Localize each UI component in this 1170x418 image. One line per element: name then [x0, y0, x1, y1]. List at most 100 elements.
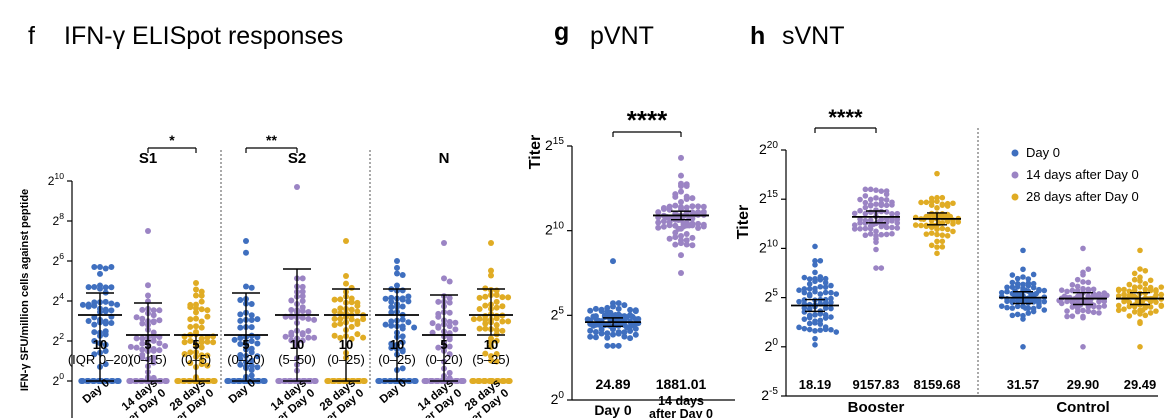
f-s1-d14-point [150, 319, 157, 326]
g-day0-point [604, 342, 611, 349]
f-s1-day0-point [91, 264, 98, 270]
h-booster-d14-point [889, 202, 895, 208]
f-y-tick-label: 28 [53, 211, 65, 228]
h-control-day0-point [1028, 297, 1034, 303]
f-s2-day0-point [248, 284, 255, 291]
h-booster-day0-point [817, 283, 824, 290]
f-n-day0-point [388, 340, 395, 347]
f-stat-iqr: (0–5) [181, 352, 211, 367]
f-s1-day0-point [85, 284, 92, 291]
g-day0-point [615, 305, 622, 312]
f-n-d28-point [476, 305, 483, 312]
f-n-day0-point [382, 295, 389, 302]
f-s2-sig-label: ** [266, 132, 277, 148]
panel-h-letter: h [750, 22, 765, 50]
h-control-d14-point [1090, 286, 1097, 293]
f-n-d14-point [446, 309, 453, 316]
h-y-tick-label: 25 [765, 288, 779, 305]
g-day0-point [604, 304, 611, 311]
f-s2-d14-point [288, 329, 295, 336]
h-gmt-label: 8159.68 [914, 377, 961, 392]
g-gmt-label: 1881.01 [656, 376, 707, 392]
f-s1-d14-point [139, 306, 146, 313]
h-control-d14-point [1064, 308, 1070, 314]
f-n-d28-point [488, 339, 494, 346]
g-day0-point [621, 329, 628, 336]
f-s1-d28-point [187, 338, 194, 345]
f-n-d28-point [499, 303, 506, 310]
h-control-d14-point [1085, 308, 1092, 315]
h-control-day0-point [1004, 284, 1010, 291]
f-s2-d14-point [311, 334, 318, 341]
g-d14-point [678, 154, 684, 161]
h-control-d14-point [1080, 245, 1086, 252]
panel-g-letter: g [554, 18, 569, 46]
h-y-tick-label: 210 [759, 238, 778, 255]
f-stat-iqr: (5–25) [472, 352, 510, 367]
h-y-tick-exponent: 10 [767, 238, 779, 249]
h-booster-day0-point [806, 292, 813, 299]
g-day0-point [601, 322, 608, 329]
f-stat-iqr: (0–20) [227, 352, 265, 367]
h-booster-d28-point [944, 226, 951, 233]
f-s2-day0-point [237, 311, 244, 318]
h-booster-day0-point [828, 289, 834, 296]
f-s1-d14-point [163, 378, 170, 384]
h-booster-day0-point [806, 281, 813, 287]
f-stat-median: 5 [192, 337, 199, 352]
f-s2-d28-point [348, 306, 355, 313]
f-n-d14-point [452, 319, 459, 326]
g-day0-point [627, 306, 634, 313]
f-n-d28-point [499, 318, 506, 325]
g-day0-point [615, 342, 622, 349]
h-booster-d14-point [889, 230, 895, 237]
g-d14-point [689, 242, 696, 249]
h-booster-day0-point [806, 314, 813, 321]
f-s1-d28-point [210, 339, 217, 346]
h-control-d14-point [1074, 283, 1081, 290]
h-booster-d14-point [857, 225, 863, 232]
g-d14-point [666, 203, 673, 210]
f-s2-d28-point [348, 335, 355, 342]
f-n-d14-point [446, 323, 453, 330]
f-n-day0-point [405, 319, 412, 326]
h-control-day0-point [1020, 281, 1026, 288]
g-y-tick-label: 25 [551, 305, 565, 322]
f-n-d28-point [499, 294, 506, 301]
g-d14-point [678, 252, 684, 259]
f-s1-day0-point [97, 285, 103, 292]
f-s1-d28-point [198, 292, 205, 299]
f-s2-day0-point [248, 338, 255, 345]
f-n-d14-point [446, 351, 453, 358]
f-s1-d28-point [187, 316, 194, 323]
h-booster-d14-point [862, 220, 869, 226]
f-s1-d14-point [133, 335, 140, 342]
h-booster-day0-point [817, 291, 824, 297]
f-s2-day0-point [237, 324, 244, 331]
h-booster-d14-point [862, 204, 869, 211]
h-booster-day0-point [801, 286, 808, 292]
h-control-d28-point [1121, 286, 1127, 293]
h-booster-day0-point [828, 326, 834, 333]
h-control-d28-point [1137, 278, 1143, 284]
h-gmt-label: 9157.83 [853, 377, 900, 392]
g-d14-point [680, 223, 687, 230]
f-s1-day0-point [79, 301, 86, 308]
h-control-day0-point [1020, 266, 1026, 273]
f-s1-d14-point [150, 329, 157, 336]
f-n-d14-point [446, 299, 453, 306]
h-control-day0-point [1009, 299, 1016, 306]
h-control-d28-point [1142, 312, 1149, 319]
f-n-d14-point [435, 310, 442, 317]
h-booster-d14-point [873, 201, 879, 207]
h-booster-d28-point [950, 228, 956, 235]
f-n-day0-point [399, 271, 406, 278]
h-control-day0-point [1030, 284, 1037, 291]
f-s2-day0-point [237, 355, 244, 362]
h-booster-day0-point [817, 327, 824, 333]
f-n-d14-point [429, 320, 436, 327]
h-booster-day0-point [812, 342, 818, 348]
f-s1-day0-point [102, 284, 109, 291]
g-d14-point [683, 193, 690, 200]
f-n-d28-point [482, 320, 489, 327]
